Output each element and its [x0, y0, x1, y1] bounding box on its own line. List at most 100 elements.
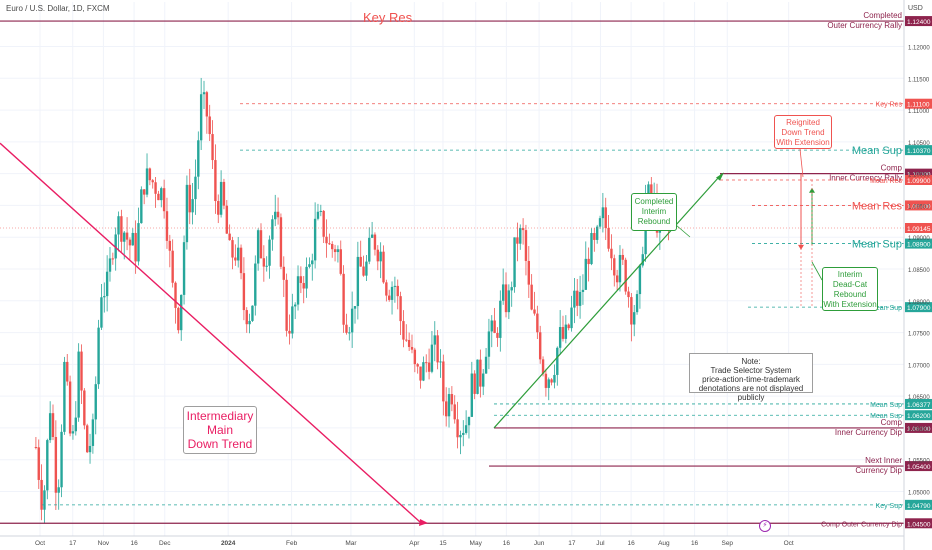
candle-body — [313, 218, 317, 261]
candle-body — [587, 258, 590, 265]
candle-body — [157, 193, 160, 201]
candle-body — [63, 361, 66, 432]
candle-body — [633, 312, 636, 325]
candle-body — [140, 189, 143, 224]
x-tick-label: Sep — [721, 540, 733, 547]
candle-body — [613, 258, 616, 276]
reignited-callout: Reignited Down Trend With Extension — [774, 115, 832, 149]
candle-body — [604, 207, 607, 228]
candle-body — [234, 257, 237, 261]
candle-body — [40, 479, 43, 510]
note-line3: price-action-time-trademark — [702, 375, 800, 384]
level-price-text: 1.06377 — [907, 402, 931, 409]
candle-body — [85, 425, 89, 453]
candle-body — [77, 351, 80, 418]
candle-body — [202, 92, 206, 95]
candle-body — [125, 232, 129, 240]
candle-body — [239, 247, 243, 274]
candle-body — [123, 232, 126, 242]
level-price-tag — [905, 145, 932, 156]
candle-body — [547, 379, 550, 388]
level-price-tag — [905, 200, 932, 211]
y-tick-label: 1.11000 — [908, 109, 930, 115]
candle-body — [630, 297, 633, 325]
candle-body — [561, 327, 565, 339]
candle-body — [368, 237, 371, 262]
candle-body — [370, 234, 374, 238]
candle-body — [576, 290, 579, 306]
candle-body — [413, 349, 417, 365]
deadcat-arrowhead — [809, 187, 815, 193]
x-tick-label: Oct — [784, 540, 794, 547]
level-label: Mean Sup — [852, 145, 902, 157]
completed-interim-callout: Completed Interim Rebound — [631, 193, 677, 231]
candle-body — [259, 230, 263, 259]
candle-body — [91, 419, 95, 446]
level-price-text: 1.08900 — [907, 242, 931, 249]
level-price-tag — [905, 98, 932, 109]
candle-body — [407, 340, 411, 347]
candle-body — [627, 291, 630, 298]
candle-body — [100, 297, 103, 328]
candle-body — [473, 373, 476, 394]
candle-body — [171, 250, 174, 283]
candle-body — [308, 264, 311, 267]
candle-body — [647, 184, 650, 197]
level-label: Key Sup — [876, 503, 903, 510]
candle-body — [558, 327, 562, 348]
level-price-tag — [905, 410, 932, 421]
candle-body — [350, 308, 354, 333]
candle-body — [160, 188, 163, 201]
candle-body — [527, 260, 531, 285]
deadcat-line2: Dead-Cat — [832, 280, 868, 289]
x-tick-label: 16 — [628, 540, 636, 547]
x-tick-label: Nov — [98, 540, 110, 547]
level-sublabel: Currency Dip — [855, 466, 902, 475]
completed-interim-line3: Rebound — [637, 217, 671, 226]
candle-body — [134, 232, 137, 262]
note-line4: denotations are not displayed publicly — [698, 384, 804, 402]
candle-body — [80, 351, 83, 391]
candle-body — [387, 295, 391, 300]
candle-body — [362, 266, 365, 276]
candle-body — [541, 359, 545, 374]
candle-body — [342, 273, 345, 325]
candle-body — [43, 490, 46, 510]
level-price-text: 1.06000 — [907, 426, 931, 433]
candle-body — [293, 304, 297, 307]
x-tick-label: 16 — [503, 540, 511, 547]
candles — [34, 77, 673, 524]
level-price-text: 1.09900 — [907, 178, 931, 185]
candle-body — [359, 256, 362, 267]
level-sublabel: Inner Currency Rally — [829, 174, 902, 183]
candle-body — [103, 296, 106, 298]
candle-body — [268, 239, 271, 266]
lightning-bolt-icon[interactable]: ⚡ — [759, 520, 771, 532]
candle-body — [618, 254, 622, 283]
candle-body — [382, 251, 385, 283]
level-label: Mean Sup — [870, 402, 902, 409]
candle-body — [117, 216, 120, 235]
candle-body — [48, 413, 52, 441]
candle-body — [453, 404, 456, 420]
candle-body — [530, 284, 533, 310]
candle-body — [185, 184, 189, 243]
y-tick-label: 1.09000 — [908, 236, 930, 242]
candle-body — [593, 233, 596, 240]
candle-body — [536, 313, 539, 333]
candle-body — [191, 199, 194, 213]
candle-body — [442, 361, 445, 402]
deadcat-line4: With Extension — [823, 300, 877, 309]
note-line1: Note: — [741, 357, 761, 366]
level-label: Comp Outer Currency Dip — [821, 521, 902, 528]
level-label: Completed — [863, 11, 902, 20]
candle-body — [578, 291, 582, 306]
candle-body — [504, 284, 508, 313]
candle-body — [137, 223, 140, 262]
candle-body — [459, 434, 462, 438]
candle-body — [128, 239, 132, 246]
current-price-text: 1.09145 — [907, 226, 931, 233]
candle-body — [248, 320, 251, 325]
candle-body — [105, 271, 109, 297]
